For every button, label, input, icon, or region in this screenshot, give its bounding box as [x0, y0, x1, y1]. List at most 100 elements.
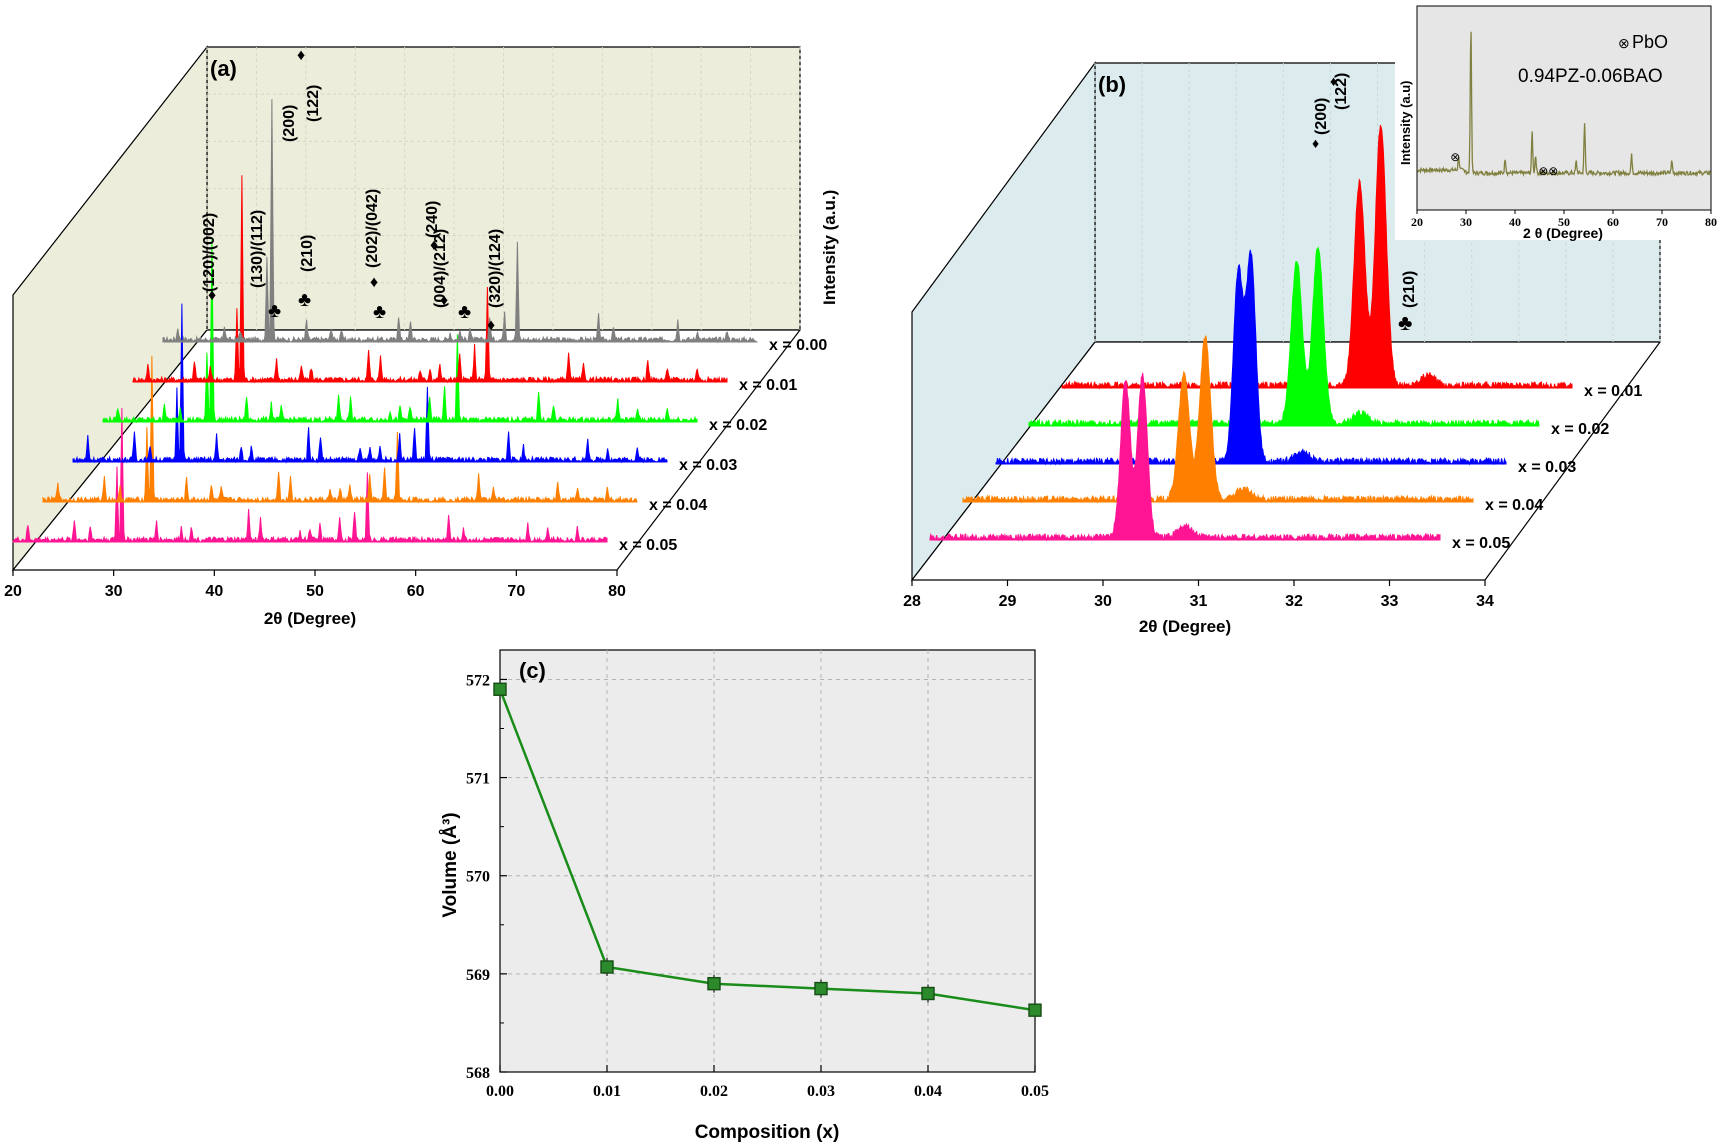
- inset-xtick-label: 60: [1607, 215, 1619, 229]
- panel-b-peak-label: (122): [1333, 73, 1350, 110]
- panel-b-xlabel: 2θ (Degree): [1139, 617, 1231, 636]
- panel-b-xtick-label: 33: [1381, 593, 1399, 610]
- panel-a-peak-label: (240): [424, 201, 441, 238]
- pbo-legend-label: PbO: [1632, 32, 1668, 52]
- volume-series-line: [498, 688, 1036, 1012]
- series-4-curve: [962, 335, 1474, 504]
- pbo-marker: ⊗: [1538, 164, 1548, 178]
- panel-c-ticks: 0.00 0.01 0.02 0.03 0.04 0.05 568 569 570 571 572: [466, 672, 1049, 1100]
- inset-xtick-label: 70: [1656, 215, 1668, 229]
- panel-b-series-label: x = 0.03: [1518, 459, 1576, 476]
- panel-a-series-label: x = 0.04: [649, 497, 707, 514]
- panel-c-xtick-label: 0.02: [700, 1083, 728, 1100]
- panel-c-plot-area: [499, 649, 1036, 1073]
- panel-a-series-label: x = 0.02: [709, 417, 767, 434]
- club-marker: ♣: [298, 289, 311, 311]
- panel-a-series-label: x = 0.00: [769, 337, 827, 354]
- inset-xticks: 20 30 40 50 60 70 80: [1411, 210, 1717, 229]
- volume-data-point: [600, 960, 614, 974]
- panel-b-series-label: x = 0.05: [1452, 535, 1510, 552]
- inset-title: 0.94PZ-0.06BAO: [1518, 66, 1663, 87]
- panel-c-xtick-label: 0.05: [1021, 1083, 1049, 1100]
- diamond-marker: ♦: [297, 47, 305, 64]
- diamond-marker: ♦: [208, 287, 216, 304]
- panel-c: 0.00 0.01 0.02 0.03 0.04 0.05568569570571572 …: [440, 649, 1049, 1143]
- panel-a: x = 0.05 x = 0.04 x = 0.03 x = 0.02 x = 0.01…: [4, 45, 839, 628]
- pbo-marker: ⊗: [1548, 164, 1558, 178]
- panel-b-annotations: x = 0.01 x = 0.02 x = 0.03 x = 0.04 x = 0.05…: [1312, 73, 1642, 552]
- panel-a-peak-label: (202)/(042): [364, 189, 381, 268]
- panel-a-peak-label: (004)/(212): [432, 229, 449, 308]
- panel-c-xlabel: Composition (x): [695, 1122, 840, 1143]
- panel-b-series-label: x = 0.01: [1584, 383, 1642, 400]
- series-1-curve: [132, 175, 728, 384]
- panel-a-annotations: x = 0.05 x = 0.04 x = 0.03 x = 0.02 x = 0.01…: [201, 47, 827, 554]
- panel-a-xtick-label: 20: [4, 583, 22, 600]
- panel-a-peak-label: (130)/(112): [249, 210, 266, 288]
- panel-b-peak-label: (200): [1313, 98, 1330, 135]
- volume-data-point: [493, 682, 507, 696]
- panel-c-ytick-label: 572: [466, 672, 490, 689]
- inset-ylabel: Intensity (a.u): [1398, 80, 1413, 165]
- panel-c-ylabel: Volume (Å³): [440, 812, 461, 917]
- panel-b-xtick-label: 30: [1094, 593, 1112, 610]
- series-2-curve: [102, 239, 698, 424]
- pbo-legend-marker: ⊗: [1618, 35, 1630, 51]
- series-2-curve: [1028, 246, 1540, 428]
- panel-c-xtick-label: 0.03: [807, 1083, 835, 1100]
- panel-b-peak-label: (210): [1401, 271, 1418, 308]
- panel-b-curves: [929, 124, 1573, 542]
- diamond-marker: ♦: [440, 292, 448, 309]
- panel-b-xtick-label: 28: [903, 593, 921, 610]
- pbo-marker: ⊗: [1450, 150, 1460, 164]
- panel-a-xtick-label: 30: [105, 583, 123, 600]
- series-5-curve: [929, 372, 1441, 542]
- panel-a-label: (a): [210, 56, 237, 81]
- panel-c-ytick-label: 571: [466, 771, 490, 788]
- panel-a-xtick-label: 40: [205, 583, 223, 600]
- diamond-marker: ♦: [487, 317, 495, 334]
- inset-xtick-label: 50: [1558, 215, 1570, 229]
- panel-c-series: [493, 680, 1042, 1020]
- panel-a-xticks: 20 30 40 50 60 70 80: [4, 570, 626, 600]
- inset-xlabel: 2 θ (Degree): [1523, 225, 1603, 241]
- inset-plot-area: [1416, 5, 1712, 211]
- inset-curve: ⊗⊗ ⊗: [1416, 31, 1712, 178]
- panel-b-xtick-label: 34: [1476, 593, 1494, 610]
- series-5-curve: [12, 407, 608, 544]
- volume-data-point: [707, 976, 721, 991]
- panel-a-series-label: x = 0.03: [679, 457, 737, 474]
- panel-b-label: (b): [1098, 72, 1126, 97]
- series-4-curve: [42, 355, 638, 504]
- club-marker: ♣: [268, 300, 281, 322]
- diamond-marker: ♦: [370, 274, 378, 291]
- panel-c-ytick-label: 570: [466, 869, 490, 886]
- diamond-marker: ♦: [1330, 73, 1337, 89]
- volume-data-point: [1028, 1003, 1042, 1017]
- diamond-marker: ♦: [1312, 135, 1319, 151]
- panel-b-xticks: 28 29 30 31 32 33 34: [903, 580, 1494, 610]
- series-0-curve: [162, 99, 758, 344]
- volume-data-point: [921, 986, 935, 1001]
- panel-b-xtick-label: 31: [1190, 593, 1208, 610]
- panel-a-peak-label: (120)/(002): [201, 213, 218, 292]
- panel-c-xtick-label: 0.01: [593, 1083, 621, 1100]
- panel-a-series-label: x = 0.01: [739, 377, 797, 394]
- panel-c-label: (c): [519, 658, 546, 683]
- inset-plot: ⊗⊗ ⊗ ⊗ PbO 0.94PZ-0.06BAO Intensity (a.u)…: [1395, 2, 1723, 241]
- panel-b-series-label: x = 0.02: [1551, 421, 1609, 438]
- panel-c-gridlines: [500, 650, 1035, 1072]
- panel-a-xtick-label: 80: [608, 583, 626, 600]
- inset-curve-line: [1416, 31, 1712, 178]
- panel-a-peak-label: (320)/(124): [487, 229, 504, 308]
- panel-a-peak-label: (122): [305, 85, 322, 122]
- panel-a-zlabel: Intensity (a.u.): [820, 190, 839, 305]
- panel-b-xtick-label: 29: [999, 593, 1017, 610]
- panel-a-xtick-label: 70: [507, 583, 525, 600]
- panel-c-xtick-label: 0.04: [914, 1083, 942, 1100]
- series-3-curve: [72, 303, 668, 464]
- panel-b-xtick-label: 32: [1285, 593, 1303, 610]
- club-marker: ♣: [1398, 310, 1412, 335]
- inset-xtick-label: 80: [1705, 215, 1717, 229]
